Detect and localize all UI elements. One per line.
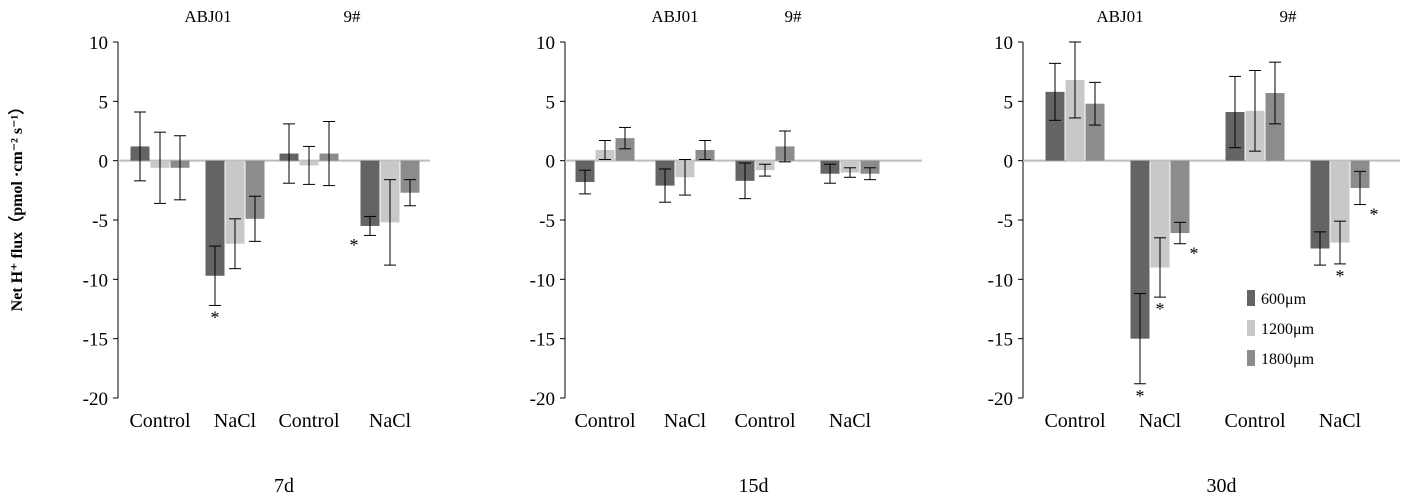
- panel-30d: 10 5 0 -5 -10 -15 -20 Control NaCl Control NaCl ABJ…: [988, 7, 1400, 497]
- bar: [1330, 160, 1350, 243]
- y-tick-label: 5: [1004, 92, 1014, 113]
- y-tick-label: 0: [1004, 152, 1014, 173]
- y-tick-label: -10: [988, 270, 1013, 291]
- bar: [1150, 160, 1170, 268]
- legend-swatch: [1247, 290, 1255, 306]
- bar: [860, 160, 880, 174]
- category-label: Control: [734, 410, 796, 432]
- category-label: NaCl: [214, 410, 257, 432]
- bar: [615, 138, 635, 161]
- bar: [840, 160, 860, 173]
- bar: [225, 160, 245, 244]
- bar: [245, 160, 265, 219]
- legend-label: 600μm: [1261, 291, 1307, 308]
- bar: [1265, 93, 1285, 161]
- period-label: 30d: [1207, 475, 1237, 497]
- bar: [1310, 160, 1330, 249]
- category-label: Control: [278, 410, 340, 432]
- significance-marker: *: [1370, 205, 1379, 225]
- significance-marker: *: [1190, 244, 1199, 264]
- significance-marker: *: [211, 307, 220, 327]
- panel-15d: 10 5 0 -5 -10 -15 -20 Control NaCl Control NaCl ABJ…: [530, 7, 922, 497]
- panel-7d: 10 5 0 -5 -10 -15 -20 Control NaCl Control NaCl ABJ…: [83, 7, 430, 497]
- significance-marker: *: [1336, 266, 1345, 286]
- category-label: Control: [129, 410, 191, 432]
- y-tick-label: -20: [530, 389, 555, 410]
- bar: [1130, 160, 1150, 339]
- y-axis-label: Net H⁺ flux（pmol ·cm⁻² s⁻¹）: [8, 99, 26, 312]
- y-tick-label: -5: [997, 211, 1013, 232]
- y-tick-label: -20: [83, 389, 108, 410]
- y-tick-label: -15: [83, 330, 108, 351]
- y-tick-label: -5: [539, 211, 555, 232]
- legend-label: 1200μm: [1261, 321, 1315, 338]
- category-label: NaCl: [1319, 410, 1362, 432]
- bar: [205, 160, 225, 276]
- y-tick-label: -10: [83, 270, 108, 291]
- y-tick-label: -15: [530, 330, 555, 351]
- bar: [1045, 91, 1065, 161]
- legend-swatch: [1247, 320, 1255, 336]
- group-label: 9#: [785, 7, 803, 26]
- y-tick-label: -20: [988, 389, 1013, 410]
- y-tick-label: 0: [99, 152, 109, 173]
- period-label: 7d: [274, 475, 294, 497]
- y-tick-label: 5: [99, 92, 109, 113]
- category-label: NaCl: [369, 410, 412, 432]
- category-label: NaCl: [1139, 410, 1182, 432]
- significance-marker: *: [1156, 299, 1165, 319]
- chart-panels: 10 5 0 -5 -10 -15 -20 Control NaCl Control NaCl ABJ…: [83, 7, 1400, 497]
- group-label: 9#: [344, 7, 362, 26]
- category-label: Control: [1044, 410, 1106, 432]
- y-tick-label: 10: [536, 33, 555, 54]
- period-label: 15d: [739, 475, 769, 497]
- category-label: NaCl: [829, 410, 872, 432]
- y-tick-label: -10: [530, 270, 555, 291]
- y-tick-label: 0: [546, 152, 556, 173]
- bar: [360, 160, 380, 226]
- y-tick-label: -15: [988, 330, 1013, 351]
- y-tick-label: 10: [89, 33, 108, 54]
- bar: [1065, 79, 1085, 161]
- category-label: Control: [1224, 410, 1286, 432]
- group-label: ABJ01: [184, 7, 231, 26]
- category-label: Control: [574, 410, 636, 432]
- category-label: NaCl: [664, 410, 707, 432]
- y-tick-label: -5: [92, 211, 108, 232]
- group-label: ABJ01: [1096, 7, 1143, 26]
- group-label: 9#: [1280, 7, 1298, 26]
- significance-marker: *: [350, 235, 359, 255]
- legend-label: 1800μm: [1261, 351, 1315, 368]
- y-tick-label: 5: [546, 92, 556, 113]
- bar: [400, 160, 420, 193]
- y-tick-label: 10: [994, 33, 1013, 54]
- legend: 600μm 1200μm 1800μm: [1247, 290, 1315, 368]
- bar: [1085, 103, 1105, 161]
- legend-swatch: [1247, 350, 1255, 366]
- group-label: ABJ01: [651, 7, 698, 26]
- bar: [1170, 160, 1190, 234]
- significance-marker: *: [1136, 386, 1145, 406]
